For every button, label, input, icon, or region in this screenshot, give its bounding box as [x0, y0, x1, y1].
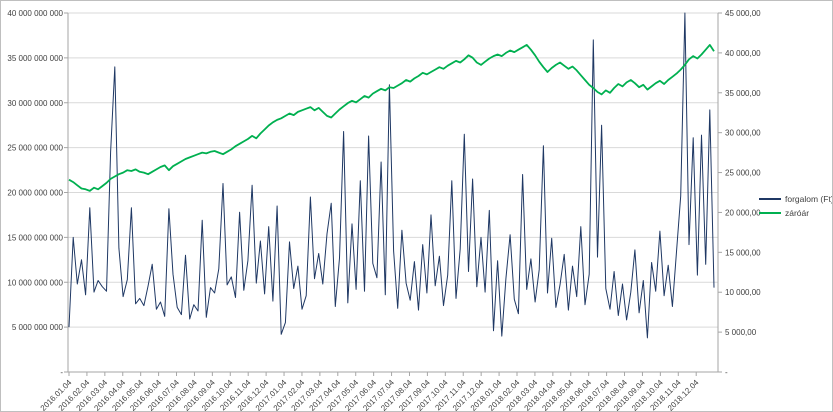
- svg-text:10 000,00: 10 000,00: [725, 288, 761, 297]
- svg-text:20 000,00: 20 000,00: [725, 208, 761, 217]
- svg-text:-: -: [725, 368, 728, 377]
- right-axis-labels: 45 000,00 40 000,00 35 000,00 30 000,00 25 0…: [718, 9, 761, 377]
- legend-line-zaroar-swatch: [759, 212, 781, 214]
- series-line-zaroar: [68, 44, 715, 192]
- horizontal-gridlines: [68, 12, 718, 328]
- svg-text:40 000,00: 40 000,00: [725, 49, 761, 58]
- svg-text:25 000,00: 25 000,00: [725, 169, 761, 178]
- series-line-forgalom: [68, 12, 715, 339]
- svg-text:5 000,00: 5 000,00: [725, 328, 757, 337]
- legend-line-forgalom-swatch: [759, 198, 781, 200]
- svg-text:20 000 000 000: 20 000 000 000: [7, 189, 63, 198]
- legend-label-zaroar: záróár: [785, 208, 810, 218]
- left-axis-labels: 40 000 000 000 35 000 000 000 30 000 000 0…: [7, 9, 68, 377]
- svg-text:35 000,00: 35 000,00: [725, 89, 761, 98]
- svg-text:30 000,00: 30 000,00: [725, 129, 761, 138]
- svg-text:-: -: [60, 368, 63, 377]
- svg-text:35 000 000 000: 35 000 000 000: [7, 54, 63, 63]
- legend-label-forgalom: forgalom (Ft): [785, 194, 833, 204]
- svg-text:10 000 000 000: 10 000 000 000: [7, 278, 63, 287]
- svg-text:25 000 000 000: 25 000 000 000: [7, 144, 63, 153]
- svg-text:5 000 000 000: 5 000 000 000: [12, 323, 64, 332]
- svg-text:40 000 000 000: 40 000 000 000: [7, 9, 63, 18]
- svg-text:45 000,00: 45 000,00: [725, 9, 761, 18]
- x-axis-labels: 2016.01.042016.02.042016.03.042016.04.04…: [39, 372, 701, 411]
- svg-text:15 000,00: 15 000,00: [725, 248, 761, 257]
- legend-entry-forgalom: forgalom (Ft): [759, 194, 833, 204]
- legend-entry-zaroar: záróár: [759, 208, 832, 218]
- svg-text:15 000 000 000: 15 000 000 000: [7, 233, 63, 242]
- svg-text:30 000 000 000: 30 000 000 000: [7, 99, 63, 108]
- chart-legend: forgalom (Ft) záróár: [759, 194, 833, 218]
